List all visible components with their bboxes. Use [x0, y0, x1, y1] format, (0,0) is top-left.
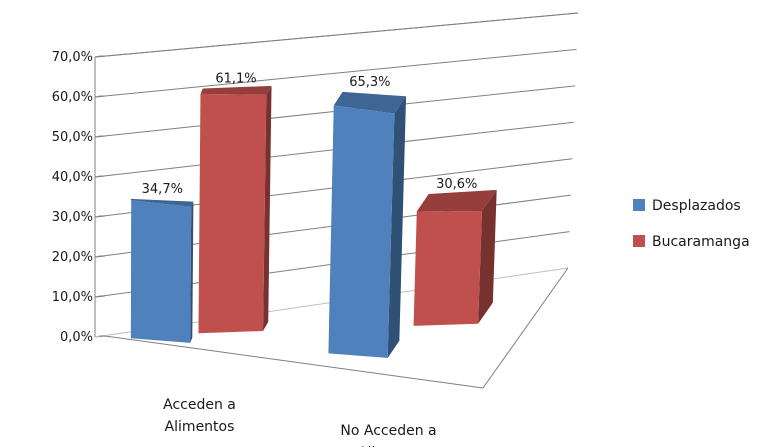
y-axis-ticks: 0,0% 10,0% 20,0% 30,0% 40,0% 50,0% 60,0% 70,0%	[52, 50, 105, 345]
bar-side	[262, 85, 272, 332]
floor-right-edge	[482, 267, 569, 389]
legend-swatch	[633, 235, 645, 247]
bar-desplazados-1	[328, 91, 407, 358]
y-tick-label: 60,0%	[52, 90, 93, 105]
y-tick-label: 30,0%	[52, 210, 93, 225]
bar-top	[130, 198, 194, 207]
x-category-label: Alimentos	[165, 419, 235, 435]
bar-front	[130, 200, 192, 343]
bar-desplazados-0	[130, 198, 194, 343]
data-labels: 61,1% 30,6% 34,7% 65,3%	[142, 71, 478, 196]
x-category-label: No Acceden a	[340, 423, 436, 439]
data-label: 30,6%	[436, 177, 477, 192]
gridline	[94, 12, 579, 58]
x-category-label: Acceden a	[163, 397, 236, 413]
data-label: 65,3%	[349, 75, 390, 90]
bar-top	[416, 189, 497, 212]
bar-side	[387, 96, 407, 358]
bar-front	[198, 93, 267, 334]
y-tick-label: 70,0%	[52, 50, 93, 65]
bar-front	[328, 105, 395, 358]
bar-top	[200, 85, 272, 95]
bar-front	[413, 210, 482, 326]
legend: Desplazados Bucaramanga	[633, 198, 750, 250]
bar-side	[190, 201, 194, 343]
y-tick-label: 40,0%	[52, 170, 93, 185]
legend-swatch	[633, 199, 645, 211]
x-axis-categories: Acceden a Alimentos No Acceden a Alimetos	[163, 397, 436, 447]
y-tick-label: 50,0%	[52, 130, 93, 145]
bar-bucaramanga-0	[198, 85, 272, 334]
data-label: 34,7%	[142, 182, 183, 197]
data-label: 61,1%	[215, 71, 256, 86]
bar-bucaramanga-1	[413, 189, 497, 326]
legend-label: Desplazados	[652, 198, 741, 214]
bars	[130, 85, 497, 358]
y-tick-label: 10,0%	[52, 290, 93, 305]
y-tick-label: 20,0%	[52, 250, 93, 265]
x-category-label: Alimetos	[358, 445, 419, 447]
y-tick-label: 0,0%	[60, 330, 93, 345]
bar-side	[478, 189, 497, 324]
legend-label: Bucaramanga	[652, 234, 750, 250]
gridline	[94, 48, 577, 98]
bar-top	[333, 91, 407, 114]
